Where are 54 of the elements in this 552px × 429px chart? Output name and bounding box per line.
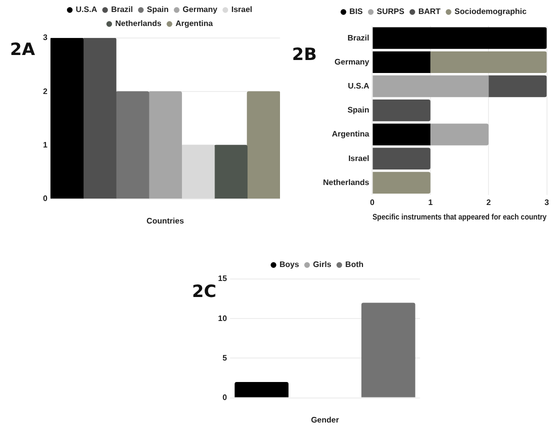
bar	[372, 51, 430, 74]
legend-label: Brazil	[111, 5, 133, 14]
y-tick-label: 0	[222, 393, 228, 402]
legend-label: Girls	[313, 260, 332, 270]
bar	[430, 124, 489, 146]
y-tick-label: 15	[218, 274, 228, 284]
x-tick-label: 3	[544, 198, 550, 207]
legend-label: Sociodemographic	[454, 7, 528, 16]
bar	[82, 38, 116, 199]
bar	[488, 75, 547, 98]
bar	[50, 38, 84, 199]
bar	[246, 91, 280, 199]
chart-title: 2C	[192, 282, 216, 302]
x-tick-label: 2	[486, 198, 492, 207]
bar	[430, 51, 547, 74]
legend-label: Argentina	[175, 19, 214, 28]
bar	[372, 27, 547, 49]
legend-label: Boys	[279, 260, 300, 270]
bar	[372, 100, 430, 122]
x-axis-title: Countries	[146, 216, 184, 226]
y-tick-label: U.S.A	[348, 81, 370, 90]
legend-label: Germany	[182, 5, 218, 14]
legend-label: Netherlands	[115, 19, 162, 28]
x-tick-label: 1	[428, 198, 434, 207]
text: 2B	[292, 45, 317, 65]
bar	[372, 75, 489, 98]
y-tick-label: Netherlands	[323, 178, 370, 187]
bar	[148, 91, 182, 199]
legend-label: U.S.A	[76, 5, 98, 14]
bar	[181, 144, 215, 199]
bar	[372, 172, 430, 194]
y-tick-label: Germany	[334, 57, 370, 66]
bar	[372, 148, 430, 170]
y-tick-label: 1	[42, 140, 48, 150]
x-axis-title: Specific instruments that appeared for each country	[372, 212, 548, 222]
legend-label: BIS	[349, 7, 364, 16]
legend-label: BART	[418, 7, 441, 16]
legend-label: Israel	[231, 5, 252, 14]
legend-label: Both	[345, 260, 364, 270]
chart-title: 2A	[10, 40, 35, 60]
y-tick-label: Spain	[347, 106, 370, 115]
y-tick-label: Brazil	[347, 33, 370, 42]
y-tick-label: 5	[222, 353, 228, 362]
y-tick-label: Israel	[348, 154, 370, 163]
legend-label: Spain	[146, 5, 169, 14]
bar	[372, 124, 430, 146]
x-axis-title: Gender	[310, 415, 339, 424]
y-tick-label: 10	[218, 314, 228, 323]
y-tick-label: Argentina	[332, 130, 370, 139]
bar	[116, 91, 150, 199]
y-tick-label: 3	[42, 33, 48, 42]
y-tick-label: 2	[42, 86, 48, 96]
legend-label: SURPS	[376, 7, 405, 16]
bar	[214, 144, 248, 199]
